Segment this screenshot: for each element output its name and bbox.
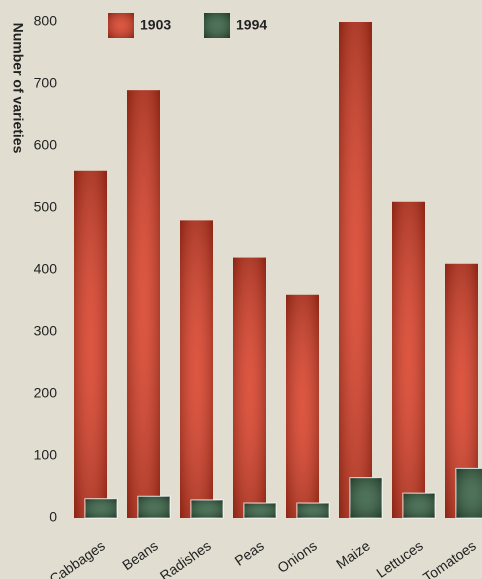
legend-label: 1994 [236, 17, 267, 33]
bar-shade [85, 498, 117, 518]
bar-shade [138, 496, 170, 518]
bar-shade [392, 201, 425, 519]
bar-shade [403, 493, 435, 518]
y-tick-label: 400 [34, 261, 58, 277]
y-tick-label: 100 [34, 447, 58, 463]
bar-shade [180, 220, 213, 518]
y-tick-label: 300 [34, 323, 58, 339]
x-tick-label: Peas [232, 537, 267, 568]
y-tick-label: 700 [34, 75, 58, 91]
y-tick-label: 200 [34, 385, 58, 401]
x-tick-label: Cabbages [46, 537, 107, 579]
legend-label: 1903 [140, 17, 171, 33]
x-tick-label: Onions [274, 537, 320, 576]
legend-swatch-shade [108, 13, 134, 38]
bar-shade [244, 503, 276, 518]
bar-shade [339, 22, 372, 518]
y-tick-label: 800 [34, 13, 58, 29]
bar-shade [233, 257, 266, 518]
bar-shade [74, 170, 107, 519]
y-tick-label: 600 [34, 137, 58, 153]
bar-shade [286, 294, 319, 518]
x-tick-label: Beans [119, 537, 161, 573]
x-tick-label: Radishes [157, 537, 214, 579]
bar-shade [191, 500, 223, 518]
bar-shade [350, 477, 382, 518]
x-tick-label: Lettuces [373, 537, 426, 579]
bar-shade [297, 503, 329, 518]
bar-shade [127, 90, 160, 518]
bar-shade [456, 468, 482, 518]
y-axis-label: Number of varieties [10, 23, 26, 154]
x-tick-label: Maize [333, 537, 373, 572]
y-tick-label: 0 [49, 509, 57, 525]
legend-swatch-shade [204, 13, 230, 38]
x-tick-label: Tomatoes [420, 537, 479, 579]
y-tick-label: 500 [34, 199, 58, 215]
